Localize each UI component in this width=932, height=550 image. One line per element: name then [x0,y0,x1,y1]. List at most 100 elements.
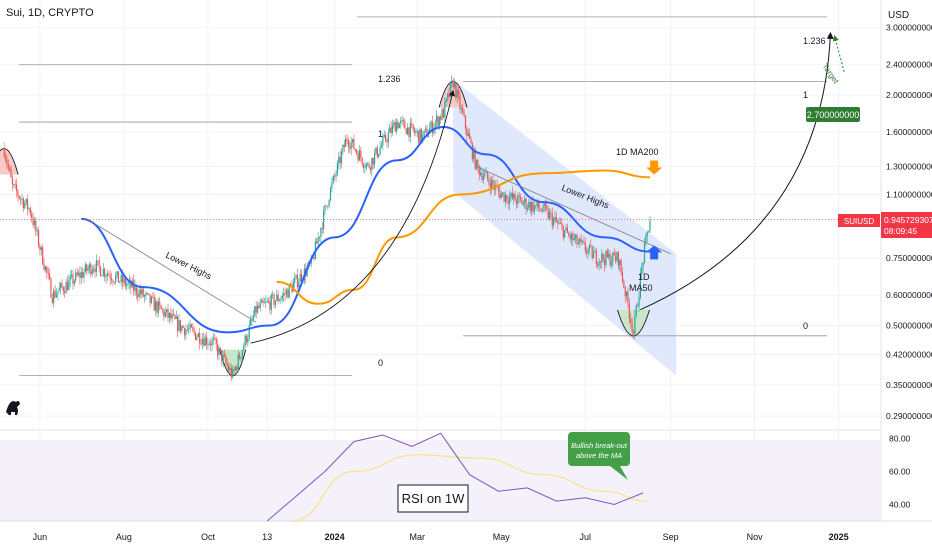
candle [373,148,376,169]
time-tick-label: 2025 [829,532,849,542]
candle [606,248,608,259]
candle-body [535,205,537,207]
fib-left-1-label: 1 [378,129,383,139]
lower-highs-line-right [476,166,671,255]
candle [296,268,299,291]
candle [397,118,399,130]
candle-body [247,337,249,343]
candle [197,332,199,338]
candle-body [22,198,25,209]
candle-body [289,284,292,286]
candle-body [201,338,204,344]
candle-body [420,128,423,141]
candle-body [528,202,530,208]
candle [491,176,493,194]
candle [272,290,274,299]
candle-body [550,212,552,214]
candle [104,267,106,282]
candle [543,201,545,213]
candle [149,293,151,308]
candle-body [324,205,326,211]
candle [18,195,20,201]
candle-body [558,223,560,224]
candle-body [437,116,439,127]
candle [106,269,109,282]
candle [467,128,469,137]
candle-body [482,176,484,180]
moving-averages [81,126,651,334]
candle [53,287,55,308]
candle-body [204,336,206,346]
candle-body [497,186,500,191]
candle [379,141,381,156]
candle-body [281,295,283,299]
candle-body [152,296,154,298]
candle [441,106,443,121]
candle [457,84,460,101]
candle-body [21,198,23,200]
currency-button[interactable]: USD [888,10,910,21]
candle-body [278,300,281,302]
candle-body [380,145,383,148]
candle [163,308,165,321]
candle-body [401,120,403,121]
candle-body [373,153,376,165]
candle [329,186,332,202]
candle-body [336,162,339,174]
candle-body [499,190,501,199]
candle-body [386,140,388,143]
candle-body [298,281,300,288]
candle [598,258,600,271]
candle-body [88,264,91,269]
candle-body [66,281,69,291]
candle-body [172,314,175,316]
candle [270,292,272,315]
candle [116,270,118,279]
candle-body [362,164,365,168]
candle-body [588,245,591,250]
candle [409,117,411,143]
candle-body [53,290,55,303]
candle [64,286,66,298]
candle [558,217,560,225]
candle [371,157,373,177]
candle-body [3,148,5,157]
candle-body [137,294,139,297]
candle-body [390,127,392,133]
candle [521,197,523,205]
candle-body [441,109,443,120]
candle-body [48,273,51,279]
candle [193,326,195,336]
candle-body [104,268,106,277]
candle [4,151,7,163]
candle [46,265,48,279]
candle [97,260,99,266]
candle [117,271,120,283]
candle-body [503,192,505,202]
candle-body [46,266,48,273]
candle-body [343,144,345,148]
chart-title: Sui, 1D, CRYPTO [6,7,94,19]
candle-body [526,207,529,210]
candle [639,267,641,300]
candle-body [478,166,480,175]
candle [170,307,172,322]
candle [108,271,110,276]
candle [570,232,573,246]
candle-body [587,249,589,254]
candle-body [82,272,84,278]
candle-body [645,235,647,244]
candle-body [536,201,538,207]
candle-body [18,196,20,199]
candle-body [13,184,15,186]
time-tick-label: Jun [33,532,48,542]
candle-body [474,149,476,169]
candle-body [153,297,155,311]
candle [174,313,176,320]
candle [387,128,389,148]
candle [446,92,449,102]
candle-body [28,208,30,210]
candle [221,349,223,366]
candle [228,362,230,373]
